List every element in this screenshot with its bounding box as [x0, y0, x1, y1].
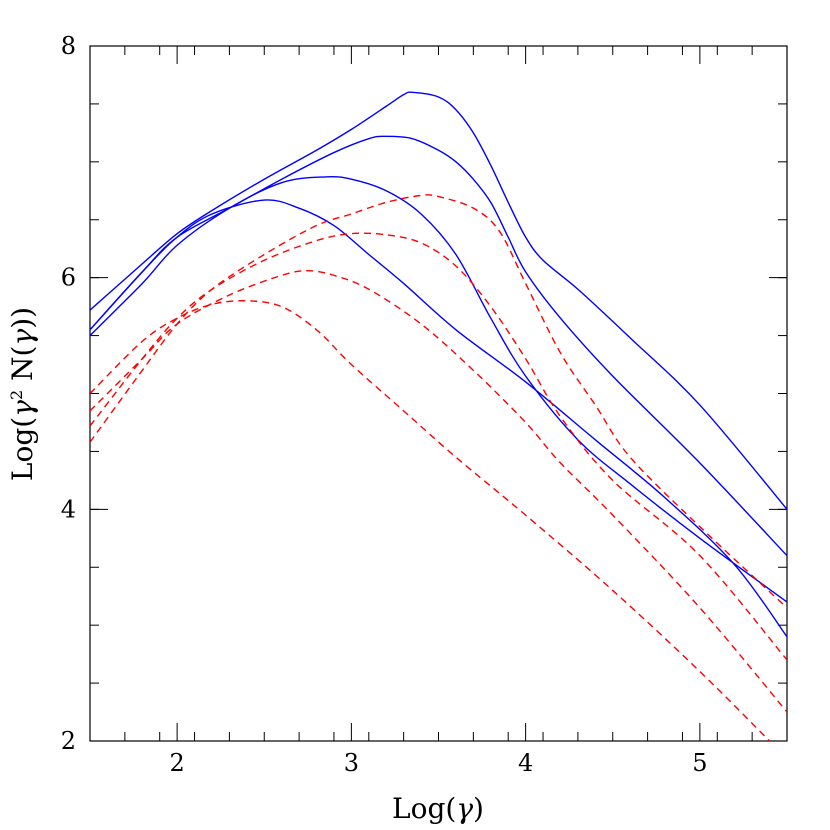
- ticks: [89, 45, 788, 742]
- dashed-red-series-line-8: [90, 300, 771, 741]
- y-tick-label: 2: [61, 727, 76, 755]
- y-tick-label: 4: [61, 495, 76, 523]
- x-tick-label: 4: [518, 749, 533, 777]
- y-axis-title: Log(γ2 N(γ)): [6, 307, 39, 481]
- x-tick-label: 3: [344, 749, 359, 777]
- y-tick-label: 6: [61, 264, 76, 292]
- x-tick-label: 2: [169, 749, 184, 777]
- dashed-red-series-line-7: [90, 270, 787, 713]
- dashed-red-series-line-6: [90, 232, 787, 661]
- solid-blue-series-line-3: [90, 175, 787, 603]
- solid-blue-series-line-1: [90, 91, 787, 510]
- solid-blue-series-line-2: [90, 135, 787, 557]
- dashed-red-series-line-5: [90, 194, 787, 609]
- y-tick-label: 8: [61, 32, 76, 60]
- solid-blue-series-line-4: [90, 199, 787, 638]
- x-tick-label: 5: [692, 749, 707, 777]
- series-layer: [90, 91, 787, 741]
- x-axis-title: Log(γ): [392, 792, 484, 825]
- tick-labels: 2 3 4 5 2 4 6 8: [61, 32, 708, 777]
